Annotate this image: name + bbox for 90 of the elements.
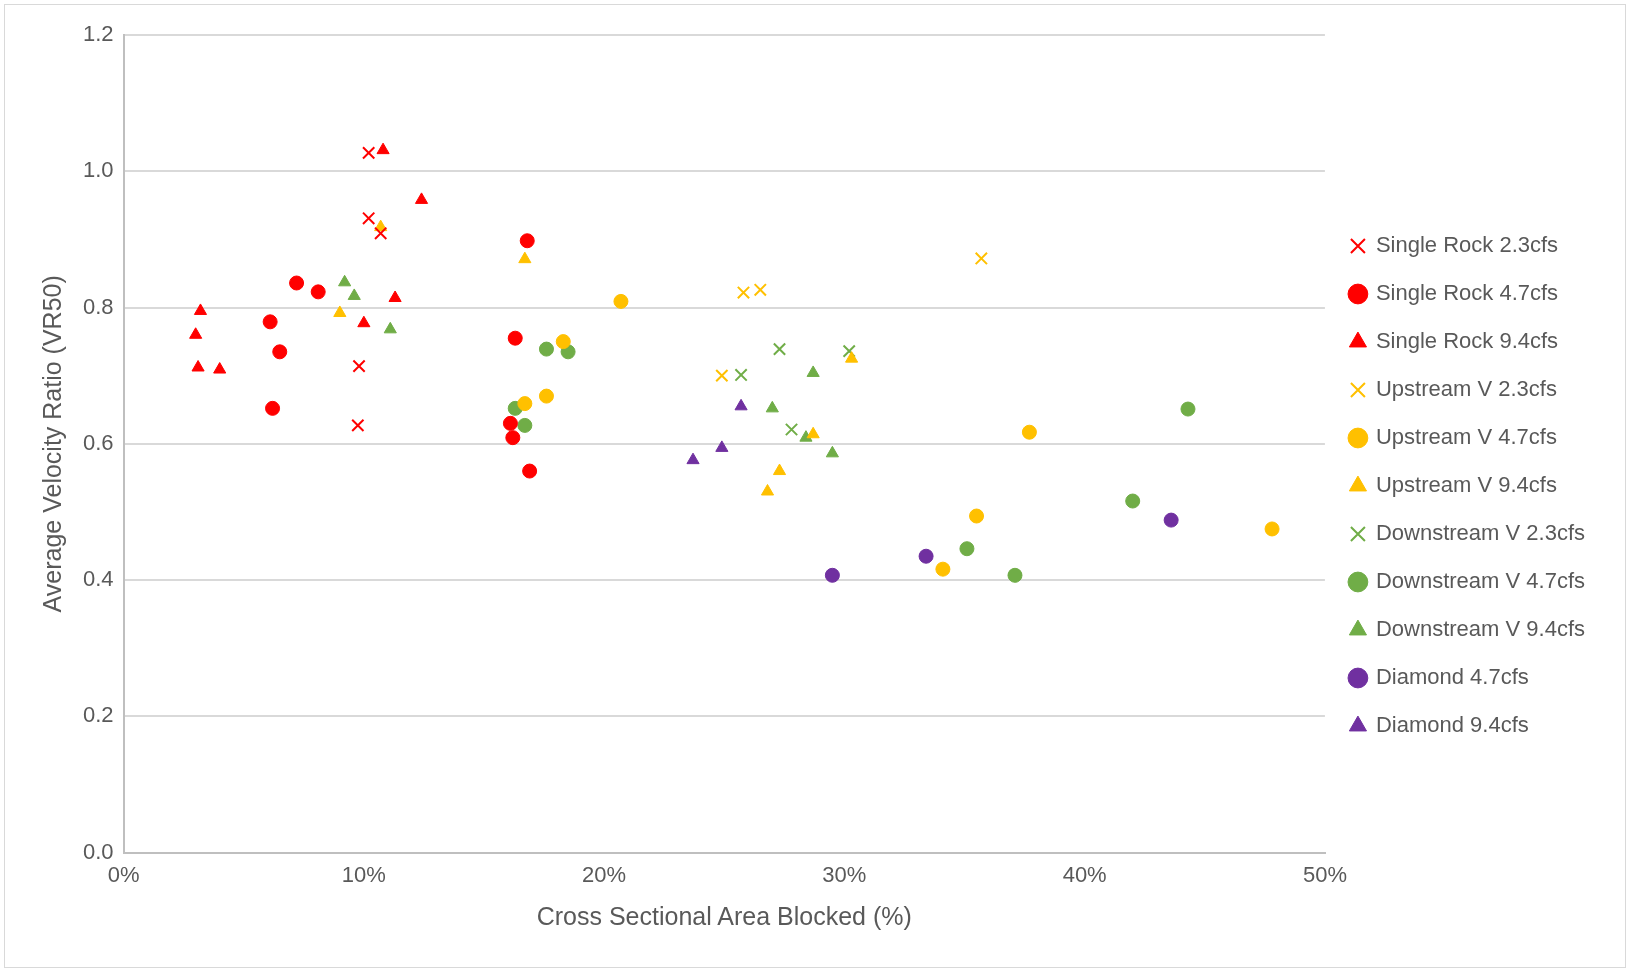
y-tick-label: 0.0 bbox=[82, 838, 114, 864]
point bbox=[262, 314, 278, 330]
point bbox=[351, 418, 365, 433]
legend-label: Single Rock 4.7cfs bbox=[1375, 280, 1559, 306]
point bbox=[213, 362, 227, 374]
point bbox=[518, 251, 532, 264]
point bbox=[538, 341, 554, 357]
point bbox=[613, 293, 629, 309]
legend-label: Downstream V 2.3cfs bbox=[1375, 520, 1585, 546]
point bbox=[799, 430, 813, 442]
y-tick-label: 1.2 bbox=[82, 21, 114, 47]
point bbox=[193, 303, 208, 315]
point bbox=[517, 396, 533, 412]
x-tick-label: 40% bbox=[1062, 861, 1107, 887]
point bbox=[522, 463, 538, 479]
x-tick-label: 30% bbox=[822, 861, 867, 887]
point bbox=[1264, 521, 1280, 537]
point bbox=[189, 327, 203, 339]
point bbox=[338, 274, 352, 287]
point bbox=[753, 283, 767, 297]
legend-label: Single Rock 2.3cfs bbox=[1375, 232, 1559, 258]
point bbox=[935, 561, 951, 577]
point bbox=[760, 483, 775, 496]
point bbox=[519, 233, 535, 249]
point bbox=[362, 146, 376, 160]
point bbox=[374, 226, 388, 240]
point bbox=[825, 445, 839, 458]
point bbox=[388, 290, 402, 302]
point bbox=[842, 344, 856, 358]
point bbox=[734, 398, 748, 411]
point bbox=[1163, 512, 1179, 528]
point bbox=[502, 415, 518, 431]
legend-label: Downstream V 9.4cfs bbox=[1375, 616, 1585, 642]
point bbox=[1021, 424, 1037, 440]
y-tick-label: 0.8 bbox=[82, 293, 114, 319]
point bbox=[824, 567, 840, 583]
point bbox=[289, 275, 305, 291]
point bbox=[517, 417, 533, 433]
point bbox=[806, 365, 820, 377]
legend-label: Diamond 4.7cfs bbox=[1375, 664, 1529, 690]
point bbox=[507, 330, 523, 346]
point bbox=[1125, 493, 1141, 509]
point bbox=[1007, 567, 1023, 583]
point bbox=[736, 285, 751, 300]
point bbox=[772, 342, 787, 356]
point bbox=[347, 288, 361, 300]
point bbox=[765, 400, 779, 413]
point bbox=[310, 284, 326, 300]
legend-label: Downstream V 4.7cfs bbox=[1375, 568, 1585, 594]
point bbox=[555, 334, 571, 350]
point bbox=[1180, 401, 1196, 417]
point bbox=[383, 321, 397, 334]
legend-label: Upstream V 4.7cfs bbox=[1375, 424, 1557, 450]
point bbox=[784, 422, 799, 437]
legend-label: Upstream V 2.3cfs bbox=[1375, 376, 1557, 402]
point bbox=[686, 452, 700, 465]
point bbox=[376, 142, 390, 155]
point bbox=[265, 400, 281, 416]
legend-label: Diamond 9.4cfs bbox=[1375, 712, 1529, 738]
point bbox=[191, 359, 205, 372]
y-tick-label: 0.4 bbox=[82, 566, 114, 592]
point bbox=[734, 368, 748, 382]
point bbox=[414, 192, 429, 204]
x-tick-label: 10% bbox=[341, 861, 386, 887]
legend-label: Upstream V 9.4cfs bbox=[1375, 472, 1557, 498]
point bbox=[974, 251, 988, 266]
point bbox=[969, 508, 985, 524]
point bbox=[352, 359, 366, 373]
x-tick-label: 20% bbox=[582, 861, 627, 887]
point bbox=[772, 463, 787, 476]
point bbox=[918, 548, 934, 564]
y-tick-label: 1.0 bbox=[82, 157, 114, 183]
point bbox=[362, 211, 376, 225]
point bbox=[357, 315, 371, 328]
point bbox=[272, 344, 288, 360]
x-axis-title: Cross Sectional Area Blocked (%) bbox=[536, 901, 912, 930]
y-axis-title: Average Velocity Ratio (VR50) bbox=[37, 275, 66, 613]
point bbox=[538, 388, 554, 404]
x-tick-label: 50% bbox=[1302, 861, 1347, 887]
point bbox=[715, 440, 729, 452]
x-tick-label: 0% bbox=[107, 861, 140, 887]
legend-label: Single Rock 9.4cfs bbox=[1375, 328, 1559, 354]
point bbox=[333, 305, 347, 317]
point bbox=[505, 430, 521, 446]
y-tick-label: 0.2 bbox=[82, 702, 114, 728]
point bbox=[845, 351, 859, 363]
point bbox=[715, 369, 729, 383]
y-tick-label: 0.6 bbox=[82, 429, 114, 455]
point bbox=[806, 426, 820, 439]
point bbox=[959, 541, 975, 557]
